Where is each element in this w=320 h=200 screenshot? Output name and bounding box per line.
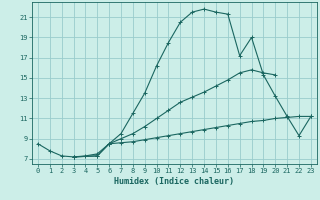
X-axis label: Humidex (Indice chaleur): Humidex (Indice chaleur) [115, 177, 234, 186]
